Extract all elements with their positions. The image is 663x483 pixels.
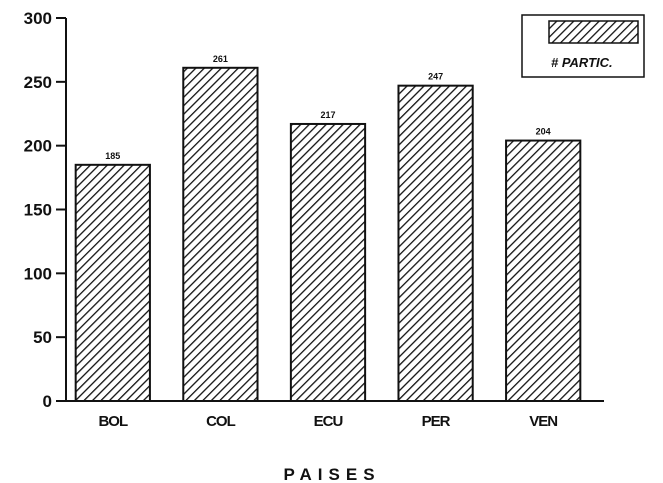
y-tick-label: 150 bbox=[24, 201, 52, 220]
bar bbox=[289, 122, 367, 402]
legend: # PARTIC. bbox=[521, 14, 645, 78]
bar bbox=[74, 163, 151, 402]
legend-swatch bbox=[548, 20, 639, 44]
bar bbox=[505, 139, 582, 402]
y-tick-label: 0 bbox=[43, 392, 52, 411]
x-tick-label: BOL bbox=[98, 413, 128, 430]
value-labels: 185 261 217 247 204 bbox=[105, 54, 550, 161]
x-tick-label: COL bbox=[206, 413, 236, 430]
x-tick-label: PER bbox=[422, 413, 451, 430]
x-axis-title: PAISES bbox=[283, 465, 380, 483]
x-axis-labels: BOL COL ECU PER VEN bbox=[98, 413, 558, 430]
bar-value-label: 204 bbox=[536, 127, 551, 137]
y-tick-label: 50 bbox=[33, 328, 52, 347]
bars bbox=[74, 66, 582, 402]
bar-value-label: 217 bbox=[320, 110, 335, 120]
bar-value-label: 185 bbox=[105, 151, 120, 161]
y-tick-label: 100 bbox=[24, 264, 52, 283]
bar-value-label: 247 bbox=[428, 72, 443, 82]
bar-value-label: 261 bbox=[213, 54, 228, 64]
y-tick-label: 200 bbox=[24, 137, 52, 156]
legend-label: # PARTIC. bbox=[551, 55, 613, 70]
bar bbox=[182, 66, 259, 402]
x-tick-label: ECU bbox=[314, 413, 343, 430]
bar bbox=[397, 84, 474, 402]
y-tick-label: 300 bbox=[24, 9, 52, 28]
y-axis-ticks: 0 50 100 150 200 250 300 bbox=[24, 9, 66, 411]
y-tick-label: 250 bbox=[24, 73, 52, 92]
x-tick-label: VEN bbox=[529, 413, 557, 430]
